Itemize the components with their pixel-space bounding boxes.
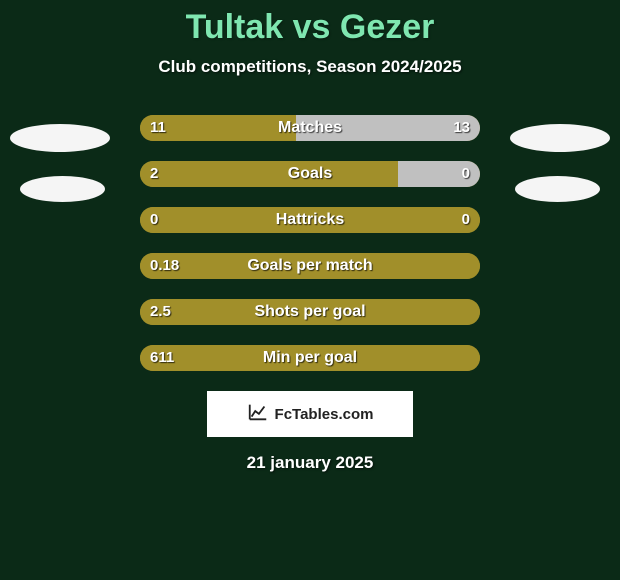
stat-row: 611Min per goal — [0, 345, 620, 371]
player1-name: Tultak — [186, 8, 284, 46]
stat-row: 20Goals — [0, 161, 620, 187]
stat-row: 1113Matches — [0, 115, 620, 141]
vs-word: vs — [293, 8, 331, 46]
stat-label: Min per goal — [0, 345, 620, 371]
subtitle: Club competitions, Season 2024/2025 — [0, 57, 620, 77]
chart-icon — [247, 401, 269, 427]
title-row: Tultak vs Gezer — [0, 0, 620, 47]
stat-label: Hattricks — [0, 207, 620, 233]
stat-row: 0.18Goals per match — [0, 253, 620, 279]
stat-label: Goals — [0, 161, 620, 187]
stat-label: Goals per match — [0, 253, 620, 279]
stat-label: Shots per goal — [0, 299, 620, 325]
date-text: 21 january 2025 — [0, 453, 620, 473]
stat-row: 00Hattricks — [0, 207, 620, 233]
player2-name: Gezer — [340, 8, 435, 46]
comparison-infographic: Tultak vs Gezer Club competitions, Seaso… — [0, 0, 620, 580]
stat-rows: 1113Matches 20Goals 00Hattricks 0.18Goals p… — [0, 115, 620, 371]
stat-label: Matches — [0, 115, 620, 141]
stat-row: 2.5Shots per goal — [0, 299, 620, 325]
brand-text: FcTables.com — [275, 406, 374, 423]
brand-badge: FcTables.com — [207, 391, 413, 437]
